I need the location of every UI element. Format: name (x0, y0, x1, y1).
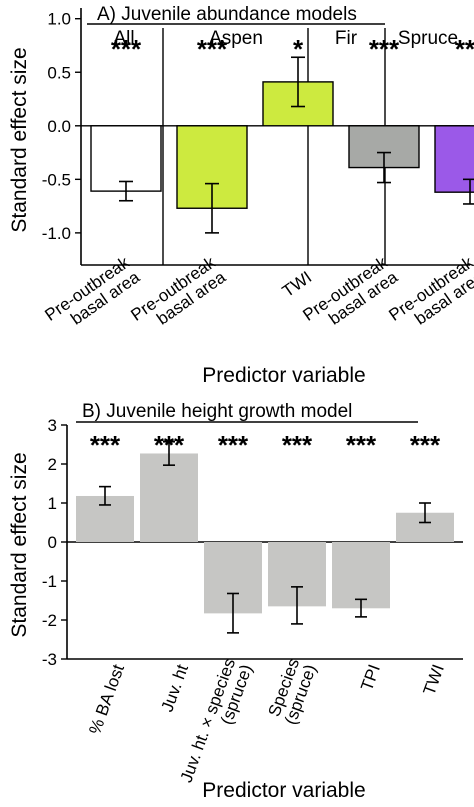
panel-b-category-label: Juv. ht (157, 662, 192, 715)
panel-b-y-tick-label: 3 (48, 416, 57, 435)
panel-b-category-label: TWI (420, 662, 449, 698)
panel-a-significance-label: *** (111, 34, 142, 64)
panel-b-y-tick-label: -1 (42, 572, 57, 591)
panel-b-bar (140, 453, 198, 542)
panel-a-significance-label: * (293, 34, 304, 64)
panel-a-y-tick-label: 1.0 (47, 10, 71, 29)
panel-a-title: A) Juvenile abundance models (97, 4, 357, 25)
panel-a-y-tick-label: 0.5 (47, 63, 71, 82)
panel-a-y-axis-title: Standard effect size (8, 47, 31, 232)
panel-a-group-label: Fir (335, 28, 358, 49)
panel-b-category-label: TPI (357, 662, 384, 693)
panel-a-significance-label: *** (455, 34, 474, 64)
panel-b-category-label-line: TWI (420, 662, 449, 698)
panel-a-bar (90, 125, 162, 192)
panel-b-significance-label: *** (282, 430, 313, 460)
panel-a-category-label-line: TWI (279, 268, 315, 301)
panel-b-x-axis-title: Predictor variable (202, 779, 365, 802)
panel-b-category-label-line: TPI (357, 662, 384, 693)
panel-b-category-label-line: % BA lost (85, 662, 128, 737)
panel-b-y-tick-label: 0 (48, 533, 57, 552)
panel-b-category-label: Species(spruce) (265, 656, 320, 727)
panel-a-category-label: TWI (279, 268, 315, 301)
panel-b-y-tick-label: 1 (48, 494, 57, 513)
panel-a-group-label: All (113, 28, 134, 49)
panel-b-bar (332, 542, 390, 609)
panel-b-y-axis-title: Standard effect size (8, 452, 31, 637)
panel-b-y-tick-label: -2 (42, 611, 57, 630)
panel-a-y-tick-label: 0.0 (47, 117, 71, 136)
panel-b-significance-label: *** (346, 430, 377, 460)
panel-a-significance-label: *** (369, 34, 400, 64)
panel-b-y-tick-label: -3 (42, 650, 57, 669)
panel-a-group-label: Spruce (398, 28, 458, 49)
panel-b-significance-label: *** (410, 430, 441, 460)
panel-b-y-tick-label: 2 (48, 455, 57, 474)
panel-b-category-label: % BA lost (85, 662, 128, 737)
panel-a-y-tick-label: -1.0 (42, 224, 71, 243)
panel-a-bar (434, 125, 474, 193)
panel-a-y-tick-label: -0.5 (42, 170, 71, 189)
panel-b-significance-label: *** (154, 430, 185, 460)
panel-b-significance-label: *** (90, 430, 121, 460)
panel-b-title: B) Juvenile height growth model (82, 401, 352, 422)
panel-a-significance-label: *** (197, 34, 228, 64)
panel-a-x-axis-title: Predictor variable (202, 364, 365, 387)
panel-b-significance-label: *** (218, 430, 249, 460)
panel-b-category-label-line: Juv. ht (157, 662, 192, 715)
panel-a-group-label: Aspen (209, 28, 263, 49)
